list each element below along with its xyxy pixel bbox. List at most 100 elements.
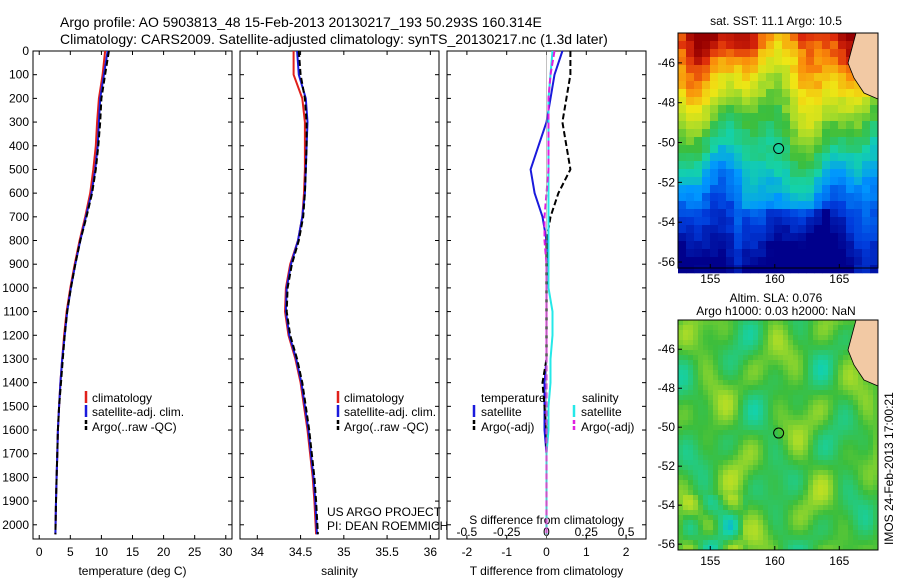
- map-cell: [708, 335, 714, 341]
- map-cell: [703, 370, 709, 376]
- map-cell: [733, 480, 739, 486]
- map-cell: [848, 515, 854, 521]
- map-cell: [758, 320, 764, 326]
- map-cell: [838, 540, 844, 546]
- map-cell: [868, 440, 874, 446]
- map-cell: [803, 425, 809, 431]
- map-cell: [793, 355, 799, 361]
- map-cell: [868, 420, 874, 426]
- map-cell: [733, 395, 739, 401]
- map-cell: [838, 380, 844, 386]
- map-cell: [793, 485, 799, 491]
- map-cell: [768, 420, 774, 426]
- map-cell: [806, 49, 815, 58]
- map-cell: [833, 345, 839, 351]
- map-cell: [782, 241, 791, 250]
- map-cell: [803, 460, 809, 466]
- map-cell: [718, 350, 724, 356]
- map-cell: [758, 57, 767, 66]
- map-cell: [838, 500, 844, 506]
- map-cell: [758, 390, 764, 396]
- map-cell: [870, 153, 879, 162]
- map-cell: [833, 465, 839, 471]
- map-cell: [742, 217, 751, 226]
- map-cell: [838, 241, 847, 250]
- map-cell: [743, 395, 749, 401]
- plot-frame: [32, 50, 233, 540]
- map-cell: [774, 209, 783, 218]
- map-cell: [763, 415, 769, 421]
- map-cell: [753, 420, 759, 426]
- map-cell: [798, 380, 804, 386]
- map-cell: [766, 193, 775, 202]
- map-y-tick-label: -54: [658, 215, 676, 229]
- map-cell: [818, 410, 824, 416]
- map-cell: [848, 485, 854, 491]
- map-cell: [703, 455, 709, 461]
- map-cell: [748, 445, 754, 451]
- map-cell: [768, 340, 774, 346]
- map-cell: [718, 535, 724, 541]
- map-cell: [693, 440, 699, 446]
- map-cell: [828, 430, 834, 436]
- map-cell: [702, 201, 711, 210]
- map-cell: [814, 209, 823, 218]
- map-cell: [803, 325, 809, 331]
- map-cell: [702, 33, 711, 42]
- map-cell: [693, 540, 699, 546]
- map-cell: [748, 440, 754, 446]
- map-cell: [846, 89, 855, 98]
- map-cell: [738, 500, 744, 506]
- map-cell: [798, 480, 804, 486]
- map-cell: [678, 105, 687, 114]
- map-cell: [818, 545, 824, 551]
- depth-tick-label: 2000: [2, 518, 29, 532]
- map-cell: [703, 510, 709, 516]
- map-cell: [678, 510, 684, 516]
- map-cell: [750, 185, 759, 194]
- map-cell: [853, 540, 859, 546]
- map-cell: [773, 450, 779, 456]
- map-cell: [743, 320, 749, 326]
- map-cell: [793, 350, 799, 356]
- map-cell: [758, 445, 764, 451]
- map-cell: [703, 385, 709, 391]
- map-cell: [803, 435, 809, 441]
- map-cell: [808, 320, 814, 326]
- map-cell: [758, 380, 764, 386]
- map-cell: [728, 370, 734, 376]
- map-x-tick-label: 160: [765, 272, 785, 286]
- map-cell: [743, 470, 749, 476]
- map-cell: [783, 430, 789, 436]
- map-cell: [713, 390, 719, 396]
- map-cell: [768, 475, 774, 481]
- map-cell: [854, 185, 863, 194]
- map-cell: [870, 121, 879, 130]
- map-cell: [753, 385, 759, 391]
- map-cell: [863, 410, 869, 416]
- map-cell: [833, 355, 839, 361]
- map-cell: [738, 545, 744, 551]
- map-cell: [698, 370, 704, 376]
- map-cell: [748, 520, 754, 526]
- map-cell: [813, 520, 819, 526]
- map-cell: [728, 485, 734, 491]
- map-cell: [733, 350, 739, 356]
- map-cell: [863, 540, 869, 546]
- map-cell: [798, 485, 804, 491]
- map-cell: [738, 455, 744, 461]
- map-cell: [763, 355, 769, 361]
- map-cell: [783, 475, 789, 481]
- map-cell: [748, 380, 754, 386]
- map-cell: [748, 370, 754, 376]
- map-cell: [793, 365, 799, 371]
- x-top-tick-label: 0.5: [618, 525, 635, 539]
- map-cell: [778, 505, 784, 511]
- map-cell: [768, 360, 774, 366]
- map-cell: [713, 425, 719, 431]
- map-cell: [694, 89, 703, 98]
- map-cell: [753, 500, 759, 506]
- map-cell: [698, 410, 704, 416]
- map-cell: [838, 105, 847, 114]
- map-cell: [788, 410, 794, 416]
